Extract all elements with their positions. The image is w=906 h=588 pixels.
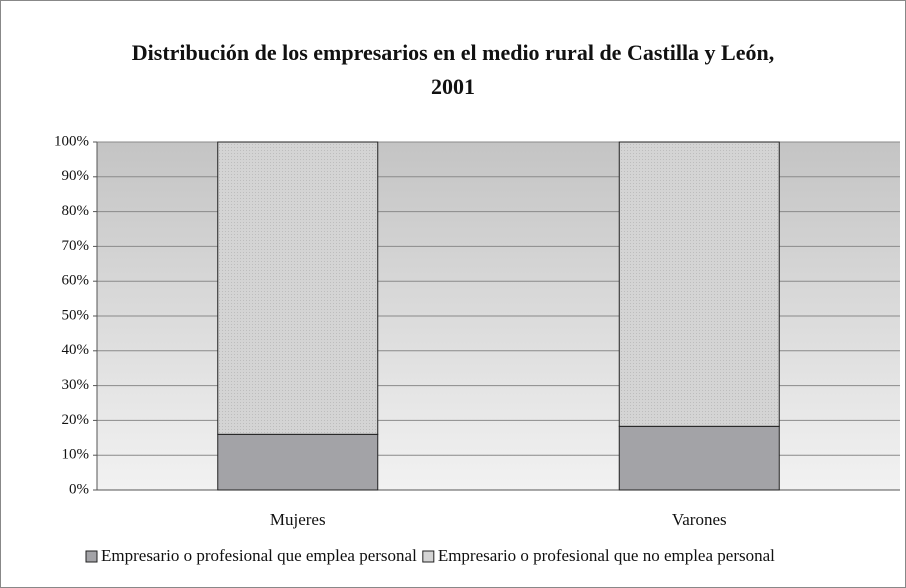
y-tick-label: 60%: [62, 273, 90, 289]
legend-swatch: [422, 550, 435, 563]
y-tick-label: 30%: [62, 377, 90, 393]
legend-swatch: [85, 550, 98, 563]
y-tick-label: 20%: [62, 412, 90, 428]
y-tick-label: 50%: [62, 307, 90, 323]
legend-label: Empresario o profesional que emplea pers…: [101, 546, 417, 565]
bar-segment: [618, 141, 780, 427]
legend-label: Empresario o profesional que no emplea p…: [438, 546, 775, 565]
y-tick-label: 100%: [54, 133, 89, 149]
chart-title: Distribución de los empresarios en el me…: [131, 40, 775, 99]
bar-segment: [618, 425, 780, 491]
bar-segment: [217, 433, 379, 491]
y-tick-label: 90%: [62, 168, 90, 184]
y-tick-label: 70%: [62, 238, 90, 254]
y-tick-label: 80%: [62, 203, 90, 219]
y-tick-label: 10%: [62, 447, 90, 463]
y-tick-label: 0%: [69, 481, 89, 497]
x-tick-label: Mujeres: [270, 510, 326, 529]
x-tick-label: Varones: [672, 510, 727, 529]
y-tick-label: 40%: [62, 342, 90, 358]
bar-segment: [217, 141, 379, 435]
